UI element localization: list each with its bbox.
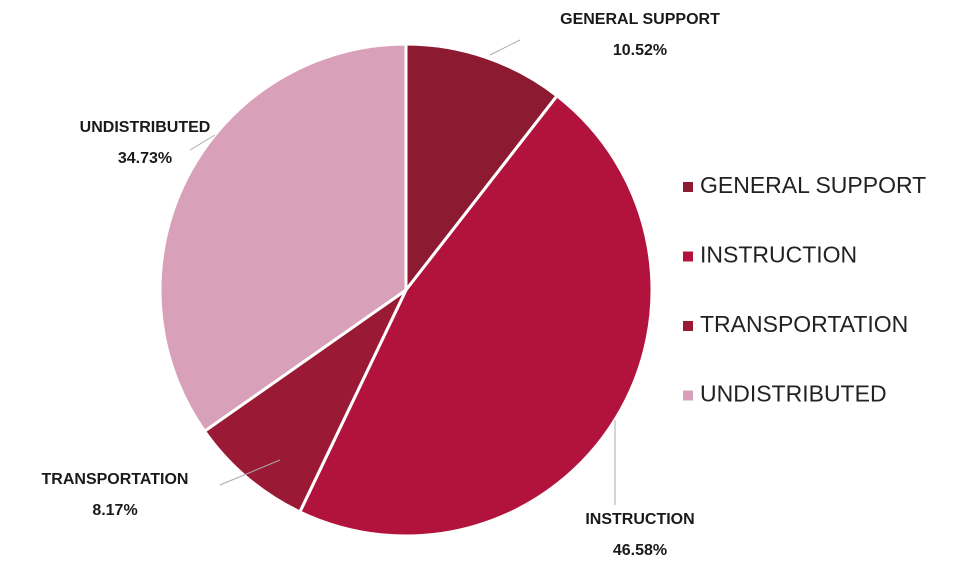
slice-value: 46.58%	[613, 542, 667, 559]
slice-label: TRANSPORTATION	[42, 471, 189, 488]
slice-label: GENERAL SUPPORT	[560, 11, 720, 28]
pie-slice	[404, 42, 560, 295]
legend-label: UNDISTRIBUTED	[700, 381, 887, 407]
pie-slice	[158, 42, 408, 434]
slice-value: 10.52%	[613, 42, 667, 59]
legend-label: TRANSPORTATION	[700, 311, 908, 337]
slice-label: UNDISTRIBUTED	[80, 119, 211, 136]
legend-label: INSTRUCTION	[700, 242, 857, 268]
pie-slice	[297, 93, 654, 538]
legend-swatch	[683, 251, 693, 262]
legend-label: GENERAL SUPPORT	[700, 172, 926, 198]
slice-value: 34.73%	[118, 150, 172, 167]
leader-line	[489, 39, 521, 56]
legend-swatch	[683, 390, 693, 401]
leader-line	[219, 459, 281, 486]
leader-line	[189, 134, 216, 151]
pie-slice	[202, 285, 410, 514]
slice-value: 8.17%	[92, 502, 137, 519]
legend-swatch	[683, 321, 693, 331]
slice-label: INSTRUCTION	[585, 511, 694, 528]
legend-swatch	[683, 182, 693, 192]
